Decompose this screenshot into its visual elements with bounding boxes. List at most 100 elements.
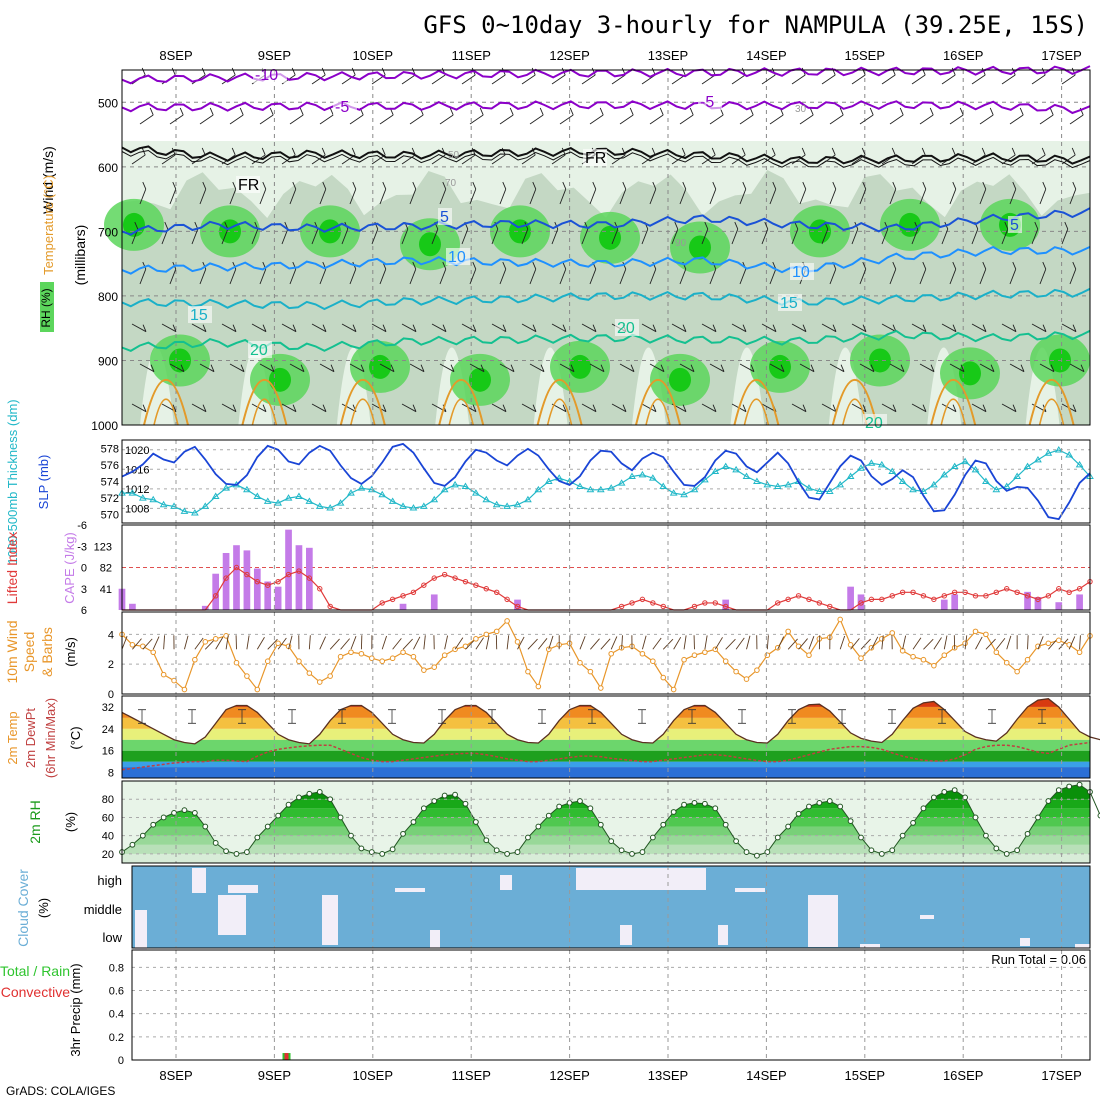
rh2m-marker (129, 841, 136, 848)
temp-panel-frame (121, 695, 1091, 779)
thickness-marker (472, 489, 480, 496)
wind10-marker (275, 640, 281, 647)
wind10-barb (933, 637, 942, 650)
rh2m-marker (462, 800, 469, 807)
cloud-gap (735, 888, 765, 892)
rh2m-marker (660, 821, 667, 828)
wind-barb (229, 107, 244, 125)
rh-band (122, 853, 1090, 863)
wind-barb (439, 181, 447, 205)
wind-barb (251, 323, 267, 333)
wind-legend: Wind (m/s) (40, 146, 56, 214)
thickness-axis-label: 1000-500mb Thickness (dm) (5, 399, 20, 564)
rh2m-marker (431, 798, 438, 804)
wind-barb (379, 363, 395, 373)
thickness-marker (1034, 455, 1042, 463)
wind10-barb (902, 635, 907, 650)
wind10-barb (517, 636, 525, 650)
rh2m-marker (244, 849, 250, 855)
wind-barb (409, 261, 417, 285)
temp-minmax-bar (988, 709, 996, 724)
thickness-marker (243, 485, 251, 493)
rh2m-marker (639, 849, 646, 855)
date-label-top: 15SEP (845, 48, 885, 63)
rh2m-marker (400, 830, 406, 837)
wind10-barb (1079, 635, 1081, 650)
wind-barb (671, 323, 687, 333)
wind10-barb (142, 638, 153, 650)
wind-barb (701, 67, 716, 85)
wind-barb (919, 363, 935, 373)
thickness-marker (638, 470, 647, 478)
pressure-axis-label: (millibars) (72, 225, 88, 286)
temp-band (122, 728, 1090, 740)
wind-barb (191, 323, 207, 333)
thickness-marker (1002, 482, 1011, 489)
wind10-barb (392, 638, 402, 650)
cape-tick-label: 82 (100, 563, 112, 575)
rh2m-marker (191, 809, 198, 816)
date-label-bottom: 17SEP (1041, 1068, 1081, 1083)
cloud-gap (920, 915, 934, 919)
wind-barb (1031, 323, 1047, 333)
lifted-marker (889, 593, 895, 599)
thickness-marker (357, 484, 366, 491)
lifted-marker (1045, 593, 1052, 599)
cloud-gap (218, 895, 246, 935)
date-label-top: 10SEP (353, 48, 393, 63)
wind10-barb (350, 636, 357, 650)
wind10-marker (483, 631, 490, 638)
wind-barb (521, 403, 537, 413)
wind10-barb (600, 638, 611, 650)
rh2m-marker (962, 794, 968, 801)
wind10-marker (192, 656, 198, 663)
rh2m-marker (389, 846, 396, 853)
wind-barb (409, 363, 425, 373)
wind10-barb (444, 635, 449, 650)
thickness-marker (888, 467, 897, 475)
temp-units: (°C) (68, 726, 83, 749)
wind-barb (131, 323, 147, 333)
rh-band-90 (959, 361, 981, 386)
wind-barb (461, 147, 476, 165)
cloud-units: (%) (36, 898, 51, 918)
lifted-marker (306, 575, 313, 581)
lifted-marker (389, 596, 396, 603)
rh2m-marker (327, 796, 334, 803)
pressure-tick-label: 700 (98, 225, 118, 239)
lifted-marker (702, 600, 708, 606)
wind-barb (889, 181, 897, 205)
rh2m-marker (379, 850, 386, 857)
cape-bar (430, 594, 438, 610)
cloud-gap (620, 925, 632, 945)
wind-barb (761, 323, 777, 333)
wind10-barb (860, 638, 871, 650)
rh2m-marker (348, 832, 354, 839)
date-label-top: 12SEP (549, 48, 589, 63)
wind-barb (379, 181, 387, 205)
rh2m-marker (316, 789, 323, 795)
wind10-barb (881, 635, 884, 650)
date-label-bottom: 15SEP (845, 1068, 885, 1083)
contour-label-bg (446, 248, 470, 265)
lifted-marker (993, 589, 1000, 595)
wind-barb (971, 323, 987, 333)
wind-barb (679, 181, 687, 205)
wind-barb (1039, 363, 1055, 373)
wind10-marker (129, 642, 136, 648)
wind-barb (349, 363, 365, 373)
temp-minmax-bar (688, 709, 696, 724)
contour-label: 10 (448, 249, 466, 266)
temp-minmax-bar (888, 709, 896, 724)
contour-label: 10 (792, 264, 810, 281)
precip-rain-bar (284, 1053, 289, 1060)
rh2m-marker (983, 832, 989, 839)
wind-barb (919, 181, 927, 205)
rh-band-90 (569, 354, 591, 379)
wind-barb (799, 363, 815, 373)
wind10-marker (847, 642, 854, 648)
thickness-marker (971, 465, 980, 473)
thickness-marker (461, 482, 470, 489)
rh2m-marker (452, 791, 458, 798)
thickness-marker (576, 482, 584, 489)
